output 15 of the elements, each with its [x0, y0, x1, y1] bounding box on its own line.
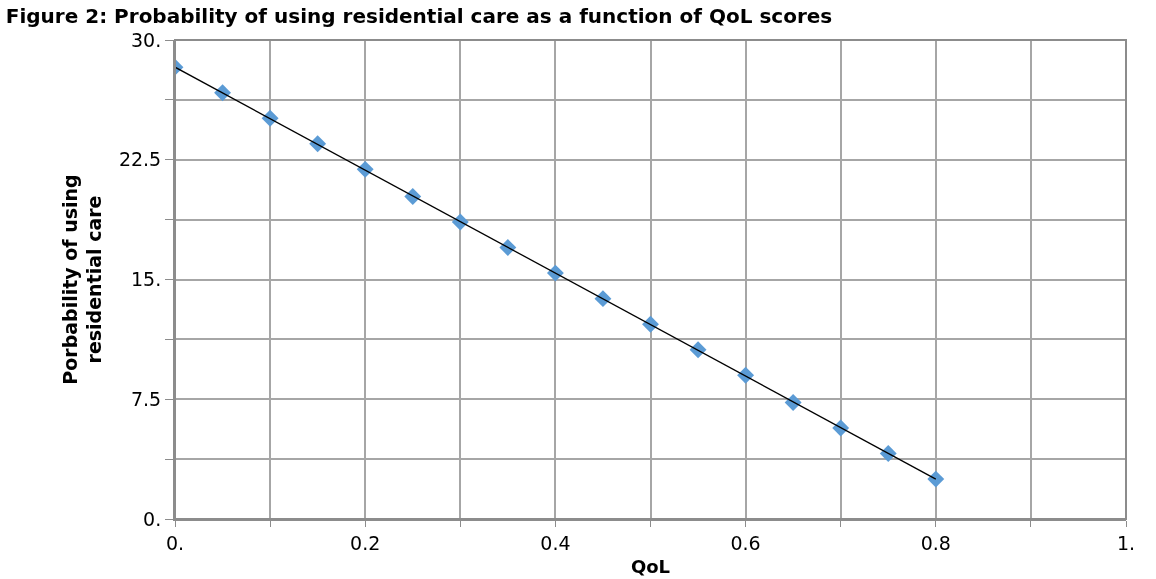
point	[927, 470, 945, 488]
x-tick-label: 0.4	[540, 531, 571, 554]
x-tick-label: 0.	[165, 531, 185, 554]
y-tick-label: 7.5	[130, 387, 162, 410]
x-tick-label: 0.2	[350, 531, 381, 554]
y-tick-label: 22.5	[118, 148, 162, 171]
y-tick-label: 0.	[143, 507, 162, 530]
x-tick-label: 0.6	[730, 531, 761, 554]
x-tick-label: 1.	[1116, 531, 1136, 554]
y-tick-label: 15.	[130, 268, 162, 291]
y-axis-title: Porbability of using residential care	[58, 174, 106, 385]
y-tick-label: 30.	[130, 28, 162, 51]
x-axis-title: QoL	[630, 556, 671, 578]
x-tick-label: 0.8	[920, 531, 951, 554]
chart-title: Figure 2: Probability of using residential care as a function of QoL scores	[5, 3, 833, 28]
